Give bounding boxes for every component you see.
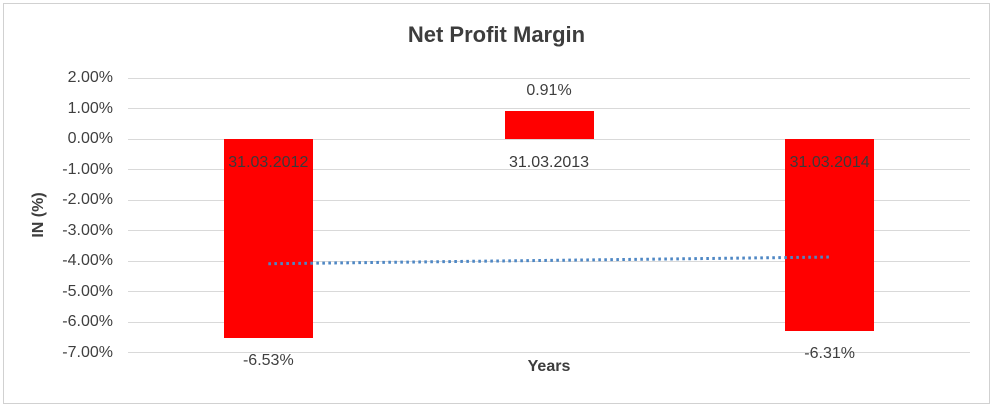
gridline xyxy=(128,352,970,353)
x-axis-title: Years xyxy=(527,358,571,375)
y-axis-tick-label: -5.00% xyxy=(62,282,113,300)
y-axis-tick-label: 1.00% xyxy=(67,99,113,117)
y-axis-tick-label: -7.00% xyxy=(62,343,113,361)
gridline xyxy=(128,138,970,140)
gridline xyxy=(128,108,970,109)
gridline xyxy=(128,199,970,201)
y-axis-tick-label: 0.00% xyxy=(67,130,113,147)
bar-31.03.2013[interactable] xyxy=(504,111,594,139)
y-axis-tick-label: -1.00% xyxy=(62,160,113,178)
y-axis-tick-label: -3.00% xyxy=(62,221,113,239)
category-label: 31.03.2013 xyxy=(508,154,590,171)
y-axis-tick-label: 2.00% xyxy=(67,69,113,86)
category-label: 31.03.2012 xyxy=(228,154,309,171)
data-label: -6.53% xyxy=(242,352,294,370)
gridline xyxy=(128,230,970,231)
gridline xyxy=(128,321,970,323)
y-axis-tick-label: -4.00% xyxy=(62,252,113,269)
y-axis-tick-label: -2.00% xyxy=(62,191,113,208)
data-label: 0.91% xyxy=(526,82,572,100)
gridline xyxy=(128,77,970,79)
gridline xyxy=(128,291,970,292)
bar-31.03.2014[interactable] xyxy=(785,139,875,332)
y-axis-tick-label: -6.00% xyxy=(62,313,113,330)
chart-title: Net Profit Margin xyxy=(407,22,586,47)
bar-31.03.2012[interactable] xyxy=(223,139,313,339)
data-label: -6.31% xyxy=(804,345,855,363)
category-label: 31.03.2014 xyxy=(789,154,870,171)
gridline xyxy=(128,169,970,170)
